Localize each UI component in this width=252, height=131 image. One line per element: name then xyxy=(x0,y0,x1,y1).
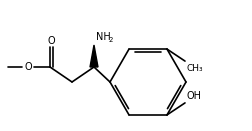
Text: 2: 2 xyxy=(109,37,113,43)
Text: OH: OH xyxy=(186,91,201,101)
Text: O: O xyxy=(47,36,55,46)
Polygon shape xyxy=(90,45,98,67)
Text: O: O xyxy=(24,62,32,72)
Text: NH: NH xyxy=(96,32,110,42)
Text: CH₃: CH₃ xyxy=(186,64,203,73)
